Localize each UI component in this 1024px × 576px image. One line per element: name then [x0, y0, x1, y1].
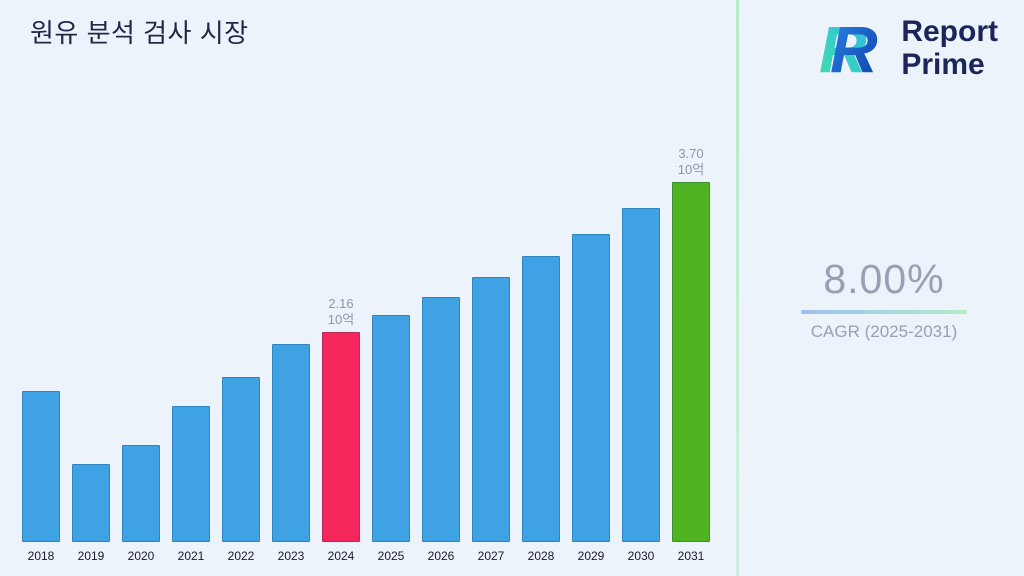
x-tick-2022: 2022 [227, 549, 255, 563]
brand-name-line2: Prime [901, 47, 985, 81]
x-tick-2018: 2018 [27, 549, 55, 563]
bar-column-2020: 2020 [116, 445, 166, 563]
panel-divider [736, 0, 739, 576]
brand-logo: R R Report Prime [819, 10, 998, 87]
x-tick-2024: 2024 [327, 549, 355, 563]
bar-2028 [522, 256, 560, 542]
x-tick-2028: 2028 [527, 549, 555, 563]
bar-2025 [372, 315, 410, 542]
bar-column-2026: 2026 [416, 297, 466, 563]
bar-column-2028: 2028 [516, 256, 566, 563]
svg-text:R: R [830, 12, 878, 82]
bar-column-2024: 2.16 10억 2024 [316, 295, 366, 563]
bar-2029 [572, 234, 610, 542]
bar-column-2018: 2018 [16, 391, 66, 563]
bar-2023 [272, 344, 310, 542]
bar-2027 [472, 277, 510, 542]
bar-2024 [322, 332, 360, 542]
bar-2026 [422, 297, 460, 542]
bar-column-2021: 2021 [166, 406, 216, 563]
brand-name: Report Prime [901, 15, 998, 81]
bar-2018 [22, 391, 60, 542]
bar-annotation-2031: 3.70 10억 [677, 145, 705, 177]
bar-column-2027: 2027 [466, 277, 516, 563]
x-tick-2021: 2021 [177, 549, 205, 563]
cagr-underline [801, 310, 967, 314]
bar-column-2023: 2023 [266, 344, 316, 563]
bar-2030 [622, 208, 660, 542]
x-tick-2029: 2029 [577, 549, 605, 563]
bar-chart: 2018 2019 2020 2021 2022 2023 2.16 10억 2024 2025 2… [16, 145, 716, 563]
svg-text:R: R [819, 12, 867, 82]
bar-column-2031: 3.70 10억 2031 [666, 145, 716, 563]
cagr-label: CAGR (2025-2031) [810, 322, 958, 341]
x-tick-2026: 2026 [427, 549, 455, 563]
bar-column-2030: 2030 [616, 208, 666, 563]
cagr-value: 8.00% [823, 256, 945, 302]
brand-logo-icon: R R [819, 10, 891, 87]
x-tick-2023: 2023 [277, 549, 305, 563]
bar-column-2025: 2025 [366, 315, 416, 563]
x-tick-2031: 2031 [677, 549, 705, 563]
bar-2031 [672, 182, 710, 542]
brand-name-line1: Report [901, 15, 998, 49]
x-tick-2019: 2019 [77, 549, 105, 563]
x-tick-2020: 2020 [127, 549, 155, 563]
page-title: 원유 분석 검사 시장 [30, 18, 249, 48]
x-tick-2030: 2030 [627, 549, 655, 563]
bar-column-2029: 2029 [566, 234, 616, 563]
cagr-section: 8.00% CAGR (2025-2031) [801, 256, 967, 342]
bar-2020 [122, 445, 160, 542]
x-tick-2025: 2025 [377, 549, 405, 563]
bar-column-2019: 2019 [66, 464, 116, 563]
bar-2021 [172, 406, 210, 542]
x-tick-2027: 2027 [477, 549, 505, 563]
bar-column-2022: 2022 [216, 377, 266, 563]
bar-2022 [222, 377, 260, 542]
bar-annotation-2024: 2.16 10억 [327, 295, 355, 327]
bar-2019 [72, 464, 110, 542]
